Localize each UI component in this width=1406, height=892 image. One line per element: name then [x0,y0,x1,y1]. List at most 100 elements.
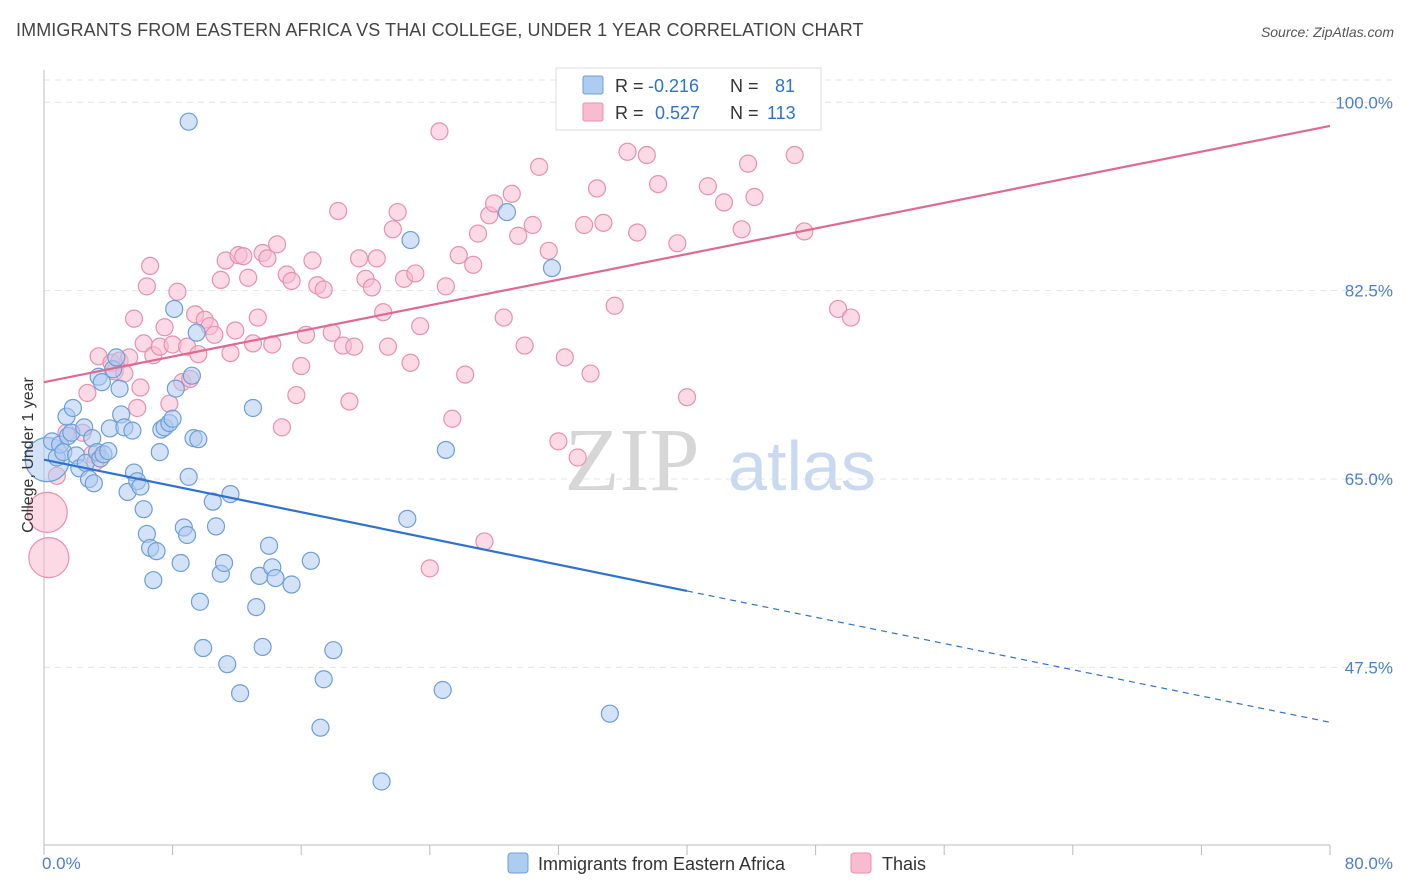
trend-lines [43,124,1331,723]
thais-trend-line [43,124,1331,384]
thais-point-41 [243,334,263,353]
source-label: Source: ZipAtlas.com [1260,24,1394,40]
eastern-africa-point-38 [150,443,169,462]
thais-point-100 [637,145,656,165]
thais-point-110 [785,145,804,165]
thais-point-73 [430,122,449,141]
eastern-africa-point-70 [311,718,330,737]
eastern-africa-point-50 [187,323,206,342]
x-tick-label-1: 80.0% [1345,854,1393,873]
eastern-africa-point-51 [189,430,208,449]
thais-point-33 [205,325,224,344]
y-axis-label: College, Under 1 year [20,377,37,533]
thais-point-86 [515,336,534,355]
thais-point-64 [367,249,386,268]
thais-point-98 [618,142,637,161]
eastern-africa-point-74 [398,509,417,528]
eastern-africa-trend-line [43,458,688,593]
thais-point-23 [160,394,179,413]
eastern-africa-point-80 [600,704,619,723]
thais-point-104 [698,177,717,196]
pink-n-label: N = [730,103,759,123]
eastern-africa-point-44 [171,553,190,573]
thais-point-84 [502,184,521,203]
eastern-africa-point-60 [231,684,250,703]
thais-point-22 [155,318,174,337]
eastern-africa-point-78 [497,202,517,222]
eastern-africa-point-46 [177,525,197,545]
stats-legend: R = -0.216 N = 81 R = 0.527 N = 113 [555,67,822,131]
thais-point-93 [575,215,594,235]
thais-point-5 [78,383,97,403]
thais-point-96 [594,213,613,232]
y-tick-labels: 47.5% 65.0% 82.5% 100.0% [1335,93,1393,677]
thais-point-94 [581,364,600,383]
blue-r-label: R = [615,76,644,96]
series-legend: Immigrants from Eastern Africa Thais [507,852,926,874]
thais-point-70 [401,353,420,372]
eastern-africa-point-21 [99,441,118,461]
blue-n-value: 81 [775,76,795,96]
thais-point-49 [282,271,301,291]
legend-label-thais: Thais [882,854,926,874]
thais-point-114 [420,559,439,578]
eastern-africa-point-73 [372,772,391,791]
thais-point-66 [378,337,398,356]
pink-r-label: R = [615,103,644,123]
thais-point-71 [406,264,425,283]
thais-point-103 [677,388,697,407]
eastern-africa-point-72 [324,641,343,660]
thais-point-113 [841,308,861,327]
y-tick-label-3: 100.0% [1335,93,1393,112]
eastern-africa-point-75 [401,230,420,250]
thais-point-39 [234,247,253,266]
thais-point-76 [449,246,468,265]
eastern-africa-point-32 [131,477,150,496]
thais-point-67 [383,220,402,239]
thais-point-107 [738,154,758,173]
thais-point-63 [362,278,382,297]
thais-point-97 [605,296,624,315]
blue-r-value: -0.216 [648,76,699,96]
thais-point-72 [411,317,430,336]
thais-point-108 [745,187,764,207]
thais-point-88 [530,157,549,176]
eastern-africa-point-69 [301,551,320,570]
thais-point-59 [340,392,359,411]
thais-point-25 [168,282,187,301]
thais-point-34 [211,270,230,289]
thais-point-14 [124,309,144,328]
thais-point-16 [131,378,150,397]
legend-label-eastern-africa: Immigrants from Eastern Africa [538,854,786,874]
eastern-africa-point-77 [436,440,455,460]
thais-point-60 [345,337,364,356]
thais-point-106 [732,220,751,239]
thais-point-101 [648,174,668,194]
eastern-africa-point-68 [282,575,301,594]
thais-point-105 [714,193,734,212]
thais-points [26,93,861,579]
thais-point-51 [292,356,311,376]
y-tick-label-0: 47.5% [1345,658,1393,677]
thais-point-47 [272,418,292,437]
eastern-africa-point-52 [190,592,210,611]
eastern-africa-point-25 [110,379,129,398]
eastern-africa-point-19 [92,373,111,392]
thais-point-95 [587,179,607,198]
eastern-africa-point-61 [243,398,263,418]
eastern-africa-point-48 [182,366,201,385]
blue-swatch [582,75,604,95]
eastern-africa-point-67 [266,568,285,588]
x-tick-labels: 0.0% 80.0% [42,854,1393,873]
eastern-africa-point-76 [433,680,452,700]
thais-point-50 [287,385,306,405]
thais-point-89 [539,241,558,260]
thais-point-40 [239,268,258,287]
eastern-africa-trend-extension [686,590,1331,723]
eastern-africa-point-58 [218,655,237,674]
eastern-africa-point-29 [123,421,142,440]
thais-point-61 [349,249,369,268]
eastern-africa-point-37 [147,542,166,561]
eastern-africa-point-7 [63,398,83,418]
